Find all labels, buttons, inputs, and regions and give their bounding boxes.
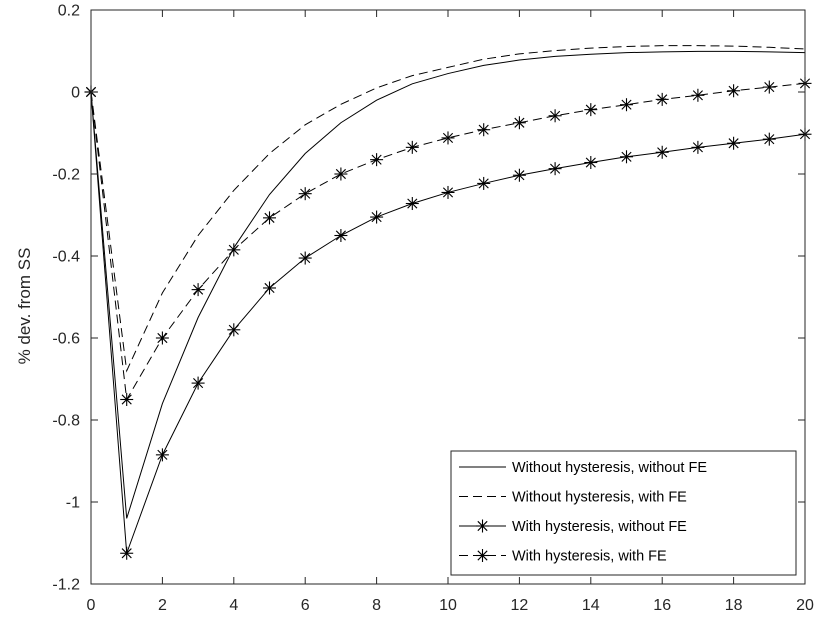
series-4-point [691, 88, 705, 102]
series-4-point [405, 140, 419, 154]
y-tick-label: -1.2 [52, 577, 80, 594]
y-tick-label: -0.6 [52, 331, 80, 348]
legend-entry-label: Without hysteresis, without FE [512, 460, 707, 476]
x-tick-label: 8 [372, 597, 381, 614]
y-axis-label: % dev. from SS [15, 248, 34, 365]
x-tick-label: 6 [301, 597, 310, 614]
series-3-point [155, 448, 169, 462]
series-3-point [263, 281, 276, 295]
series-3-point [191, 376, 205, 390]
series-3-point [548, 162, 562, 176]
y-tick-label: -1 [66, 495, 80, 512]
series-4-point [762, 80, 776, 94]
series-3-point [512, 168, 526, 182]
series-4-point [512, 116, 526, 130]
series-3-point [620, 150, 633, 164]
legend-entry-label: With hysteresis, with FE [512, 549, 667, 565]
y-tick-label: 0.2 [58, 3, 80, 20]
series-4-point [334, 167, 348, 181]
x-tick-label: 2 [158, 597, 167, 614]
x-tick-label: 4 [229, 597, 238, 614]
series-line-2 [90, 45, 806, 373]
series-3-point [227, 323, 241, 337]
series-4-point [620, 98, 633, 112]
legend-swatch-marker [476, 519, 489, 533]
x-tick-label: 0 [87, 597, 96, 614]
series-4-point [263, 211, 276, 225]
series-4-point [477, 123, 491, 137]
x-tick-label: 12 [511, 597, 529, 614]
series-4-point [191, 283, 205, 297]
x-tick-label: 16 [653, 597, 671, 614]
series-3-point [120, 546, 134, 560]
series-3-point [370, 210, 384, 224]
y-tick-label: -0.8 [52, 413, 80, 430]
series-4-point [441, 131, 455, 145]
plot-series [84, 45, 812, 560]
legend: Without hysteresis, without FE Without hy… [450, 450, 797, 576]
series-4-point [655, 92, 669, 106]
legend-entry-label: With hysteresis, without FE [512, 519, 687, 535]
legend-box [450, 450, 797, 576]
series-4-point [584, 103, 598, 117]
series-3-point [334, 229, 348, 242]
legend-swatch-marker [476, 549, 489, 562]
x-tick-label: 10 [439, 597, 457, 614]
series-line-1 [90, 50, 806, 519]
series-4-point [120, 393, 134, 406]
series-4-point [155, 331, 169, 345]
series-3-point [691, 140, 705, 154]
y-tick-label: -0.4 [52, 249, 80, 266]
series-4-point [727, 84, 741, 98]
series-line-4 [90, 82, 806, 402]
axis-ticks: 0 2 4 6 8 10 12 14 16 18 20 0.2 0 -0.2 -0.4 -0.6 -0.8 -1 -… [52, 3, 814, 615]
series-4-point [227, 243, 241, 257]
series-3-point [762, 132, 776, 146]
legend-entry-label: Without hysteresis, with FE [512, 490, 687, 506]
x-tick-label: 14 [582, 597, 600, 614]
series-4-point [298, 187, 312, 201]
y-tick-label: 0 [71, 85, 80, 102]
y-tick-label: -0.2 [52, 167, 80, 184]
x-tick-label: 18 [725, 597, 743, 614]
series-3-point [477, 176, 491, 190]
series-3-point [584, 156, 598, 170]
series-4-point [548, 109, 562, 123]
series-3-point [655, 145, 669, 159]
series-3-point [298, 251, 312, 265]
series-3-point [441, 185, 455, 199]
series-3-point [727, 136, 741, 150]
series-4-point [370, 153, 384, 167]
x-tick-label: 20 [796, 597, 814, 614]
series-3-point [405, 197, 419, 211]
